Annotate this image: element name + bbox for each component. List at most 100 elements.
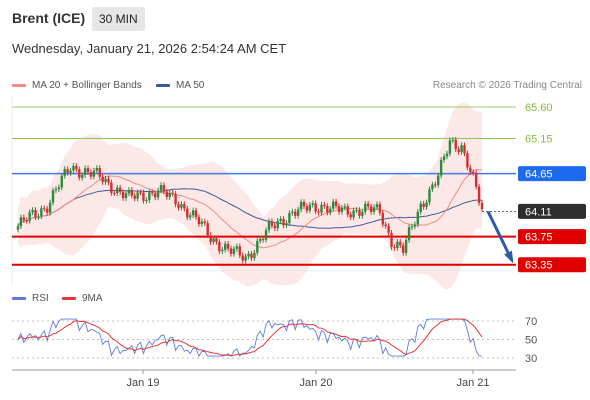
ma20-swatch xyxy=(12,84,26,87)
rsi-label: RSI xyxy=(32,293,49,304)
candle-body xyxy=(95,167,98,171)
candle-body xyxy=(136,192,139,199)
candle-body xyxy=(51,190,55,203)
datetime-stamp: Wednesday, January 21, 2026 2:54:24 AM C… xyxy=(12,41,287,56)
candle-body xyxy=(331,201,335,209)
level-label: 63.75 xyxy=(525,232,553,244)
candle-body xyxy=(305,206,309,211)
level-label: 65.60 xyxy=(525,102,553,114)
candle-body xyxy=(457,149,460,153)
candle-body xyxy=(285,223,288,226)
candle-body xyxy=(244,256,247,261)
level-label-bg xyxy=(518,229,586,245)
candle-body xyxy=(16,226,20,230)
candle-body xyxy=(75,165,78,170)
candle-body xyxy=(369,206,373,212)
candle-body xyxy=(197,217,201,225)
candle-body xyxy=(40,208,43,217)
ma20-line xyxy=(17,169,483,249)
candle-body xyxy=(375,204,379,208)
legend-rsi-ma: 9MA xyxy=(62,293,103,304)
candle-body xyxy=(116,187,119,194)
candle-body xyxy=(264,230,268,240)
candle-body xyxy=(256,240,259,253)
candle-body xyxy=(384,224,387,227)
candle-body xyxy=(261,238,265,240)
candle-body xyxy=(78,169,81,178)
candle-body xyxy=(270,221,274,226)
level-label: 65.15 xyxy=(525,134,553,146)
forecast-arrowhead xyxy=(504,250,514,264)
candle-body xyxy=(334,201,338,206)
candle-body xyxy=(171,192,174,194)
candle-body xyxy=(282,218,285,226)
candle-body xyxy=(276,220,279,229)
candle-body xyxy=(472,172,475,174)
candle-body xyxy=(253,252,256,259)
candle-body xyxy=(45,208,49,213)
candle-body xyxy=(34,210,37,218)
candle-body xyxy=(399,241,402,246)
candle-body xyxy=(404,240,408,253)
candle-body xyxy=(302,201,306,207)
credit-text: Research © 2026 Trading Central xyxy=(432,80,582,91)
candle-body xyxy=(366,203,370,207)
candle-body xyxy=(209,235,212,242)
candle-body xyxy=(474,172,478,187)
rsi-swatch xyxy=(12,297,26,300)
candle-body xyxy=(174,193,177,205)
candle-body xyxy=(416,211,419,225)
candle-body xyxy=(121,191,125,199)
candle-body xyxy=(66,169,69,173)
candle-body xyxy=(69,170,72,173)
candle-body xyxy=(346,206,349,215)
candle-body xyxy=(177,204,180,208)
candle-body xyxy=(81,174,84,178)
candle-body xyxy=(279,218,282,221)
candle-body xyxy=(372,207,376,212)
candle-body xyxy=(124,193,128,199)
ma50-swatch xyxy=(156,84,170,87)
level-label-bg xyxy=(518,257,586,273)
candle-body xyxy=(183,204,186,209)
candle-body xyxy=(156,190,160,198)
candle-body xyxy=(396,241,399,248)
candle-body xyxy=(25,220,28,222)
candle-body xyxy=(145,200,148,202)
candle-body xyxy=(226,243,230,249)
x-tick-label: Jan 20 xyxy=(299,377,332,389)
candle-body xyxy=(454,139,457,150)
candle-body xyxy=(206,223,209,236)
candle-body xyxy=(101,176,104,183)
candle-body xyxy=(314,203,317,212)
candle-body xyxy=(142,192,145,201)
candle-body xyxy=(83,168,87,175)
candle-body xyxy=(294,211,297,216)
candle-body xyxy=(358,209,361,216)
candle-body xyxy=(162,185,166,192)
candle-body xyxy=(72,165,75,171)
candle-body xyxy=(434,184,437,186)
level-label: 64.11 xyxy=(525,206,552,218)
timeframe-badge[interactable]: 30 MIN xyxy=(92,7,145,31)
ma50-label: MA 50 xyxy=(176,80,205,91)
candle-body xyxy=(60,175,63,188)
ma50-line xyxy=(17,188,483,229)
candle-body xyxy=(37,216,40,218)
candle-body xyxy=(191,210,195,216)
candle-body xyxy=(148,192,151,201)
candle-body xyxy=(364,203,367,212)
candle-body xyxy=(273,225,277,229)
candle-body xyxy=(31,210,34,213)
candle-body xyxy=(323,204,326,207)
candle-body xyxy=(390,232,393,248)
candle-body xyxy=(86,168,90,173)
bollinger-band xyxy=(18,102,482,290)
rsi-tick-label: 70 xyxy=(525,316,537,328)
candle-body xyxy=(477,186,481,203)
candle-body xyxy=(463,145,466,154)
candle-body xyxy=(250,253,253,259)
candle-body xyxy=(188,215,192,218)
rsi-tick-label: 50 xyxy=(525,335,537,347)
